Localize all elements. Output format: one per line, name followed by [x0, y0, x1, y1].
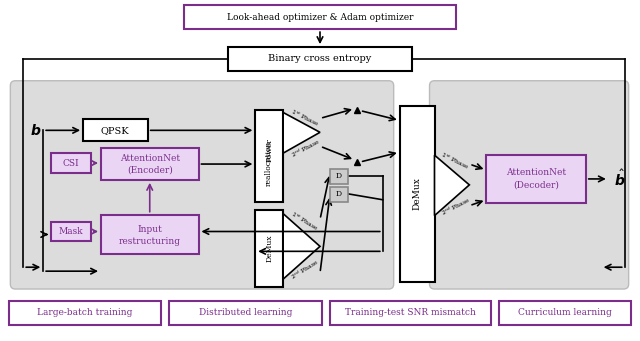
- Bar: [499, 301, 630, 325]
- Text: $1^{st}$ Phase: $1^{st}$ Phase: [289, 107, 321, 129]
- Bar: [330, 301, 492, 325]
- Bar: [83, 119, 148, 141]
- Bar: [51, 222, 91, 241]
- Polygon shape: [435, 155, 469, 216]
- Text: reallocation: reallocation: [265, 140, 273, 186]
- Bar: [10, 301, 161, 325]
- Polygon shape: [283, 113, 320, 153]
- Text: Power: Power: [265, 138, 273, 162]
- Text: (Decoder): (Decoder): [513, 180, 559, 189]
- Text: $2^{nd}$ Phase: $2^{nd}$ Phase: [440, 195, 472, 218]
- Text: Distributed learning: Distributed learning: [198, 308, 292, 317]
- Bar: [101, 214, 198, 254]
- Text: Training-test SNR mismatch: Training-test SNR mismatch: [345, 308, 476, 317]
- Text: Input: Input: [138, 225, 162, 234]
- Text: DeMux: DeMux: [265, 235, 273, 262]
- Text: (Encoder): (Encoder): [127, 165, 173, 175]
- Text: Look-ahead optimizer & Adam optimizer: Look-ahead optimizer & Adam optimizer: [227, 13, 413, 22]
- FancyBboxPatch shape: [429, 81, 628, 289]
- Bar: [399, 105, 435, 282]
- Bar: [169, 301, 322, 325]
- Text: $\boldsymbol{b}$: $\boldsymbol{b}$: [29, 123, 41, 138]
- Text: AttentionNet: AttentionNet: [506, 168, 566, 177]
- Bar: [101, 148, 198, 180]
- Text: D: D: [336, 190, 342, 198]
- Text: $1^{st}$ Phase: $1^{st}$ Phase: [440, 150, 471, 172]
- Bar: [330, 187, 348, 202]
- Bar: [184, 5, 456, 29]
- Text: Mask: Mask: [59, 227, 83, 236]
- Text: AttentionNet: AttentionNet: [120, 153, 180, 163]
- Text: CSI: CSI: [63, 159, 79, 167]
- Text: DeMux: DeMux: [412, 177, 421, 210]
- Text: Curriculum learning: Curriculum learning: [518, 308, 612, 317]
- Text: $\hat{\boldsymbol{b}}$: $\hat{\boldsymbol{b}}$: [614, 169, 625, 189]
- Text: Binary cross entropy: Binary cross entropy: [268, 55, 372, 63]
- Text: D: D: [336, 172, 342, 180]
- FancyBboxPatch shape: [10, 81, 394, 289]
- Bar: [255, 210, 283, 287]
- Text: restructuring: restructuring: [119, 237, 180, 246]
- Text: Large-batch training: Large-batch training: [37, 308, 132, 317]
- Bar: [228, 47, 412, 71]
- Bar: [51, 153, 91, 173]
- Polygon shape: [283, 214, 320, 279]
- Text: $2^{nd}$ Phase: $2^{nd}$ Phase: [289, 257, 321, 282]
- Text: $2^{nd}$ Phase: $2^{nd}$ Phase: [289, 136, 322, 160]
- Bar: [255, 110, 283, 202]
- Bar: [330, 169, 348, 184]
- Bar: [486, 155, 586, 203]
- Text: QPSK: QPSK: [100, 126, 129, 135]
- Text: $1^{st}$ Phase: $1^{st}$ Phase: [289, 210, 320, 234]
